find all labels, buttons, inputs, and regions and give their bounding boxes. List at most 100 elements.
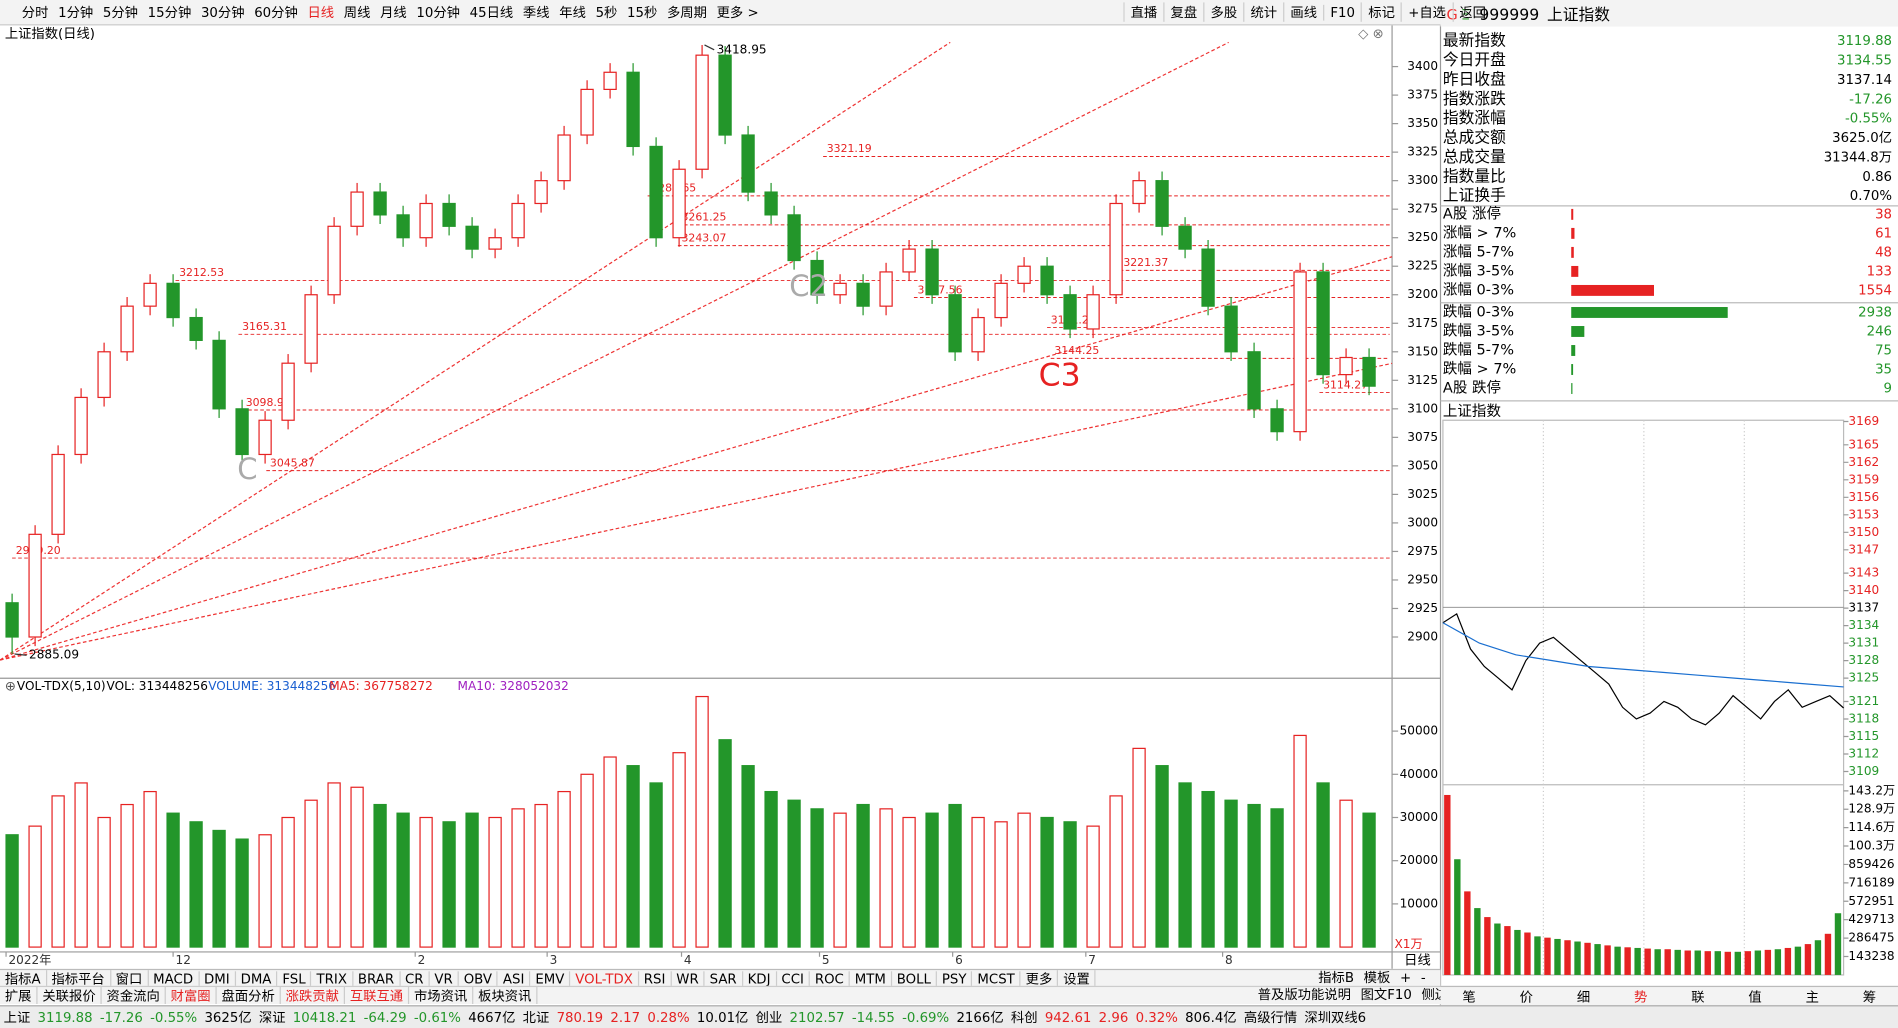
indicator-tab[interactable]: MTM [850,970,892,987]
window-icons[interactable]: ◇ ⊗ [1358,27,1384,42]
extension-tab[interactable]: 互联互通 [345,987,410,1005]
indicator-tab[interactable]: WR [671,970,705,987]
period-tab[interactable]: 季线 [522,4,550,21]
indicator-tab[interactable]: RSI [639,970,672,987]
y-tick-label: 3162 [1848,455,1879,469]
indicator-tab[interactable]: VR [430,970,459,987]
period-tab[interactable]: 10分钟 [416,4,460,21]
indicator-tab[interactable]: DMA [236,970,278,987]
extension-tab[interactable]: 涨跌贡献 [281,987,345,1005]
extension-tab[interactable]: 扩展 [0,987,38,1005]
period-tab[interactable]: 15分钟 [147,4,192,21]
extension-tab[interactable]: 市场资讯 [409,987,474,1005]
panel-tab[interactable]: 笔 [1462,989,1476,1006]
breadth-label: 涨幅 5-7% [1443,243,1514,260]
intraday-volume-bar [1764,949,1772,975]
candle-body [97,351,111,399]
y-tick-label: 3000 [1407,515,1438,529]
status-item[interactable]: 高级行情 [1243,1010,1298,1026]
extension-tab[interactable]: 关联报价 [38,987,102,1005]
period-tab[interactable]: 30分钟 [200,4,245,21]
y-tick-label: 3200 [1407,287,1438,301]
indicator-tab[interactable]: + [1400,969,1412,986]
period-tab[interactable]: 1分钟 [58,4,94,21]
indicator-tab[interactable]: MCST [973,970,1021,987]
candle-body [488,237,502,250]
x-tick-label: 7 [1088,953,1096,967]
panel-tab[interactable]: 价 [1519,989,1533,1006]
tool-button[interactable]: 画线 [1283,2,1323,22]
indicator-tab[interactable]: 更多 [1021,970,1059,988]
intraday-volume-bar [1444,794,1451,975]
indicator-tab[interactable]: FSL [277,970,312,987]
tool-button[interactable]: 标记 [1360,2,1401,22]
quote-label: 上证换手 [1443,186,1506,205]
extension-tab[interactable]: 普及版功能说明 [1257,987,1351,1003]
indicator-tab[interactable]: BOLL [892,970,938,987]
period-tab[interactable]: 60分钟 [254,4,298,21]
indicator-tab[interactable]: 窗口 [111,970,149,988]
tool-button[interactable]: 复盘 [1163,2,1203,22]
panel-tab[interactable]: 筹 [1862,989,1877,1006]
extension-tab[interactable]: 财富圈 [166,987,217,1005]
index-value: -0.61% [413,1009,461,1026]
extension-tab[interactable]: 图文F10 [1360,987,1412,1003]
tool-button[interactable]: 直播 [1123,2,1163,22]
indicator-tab[interactable]: VOL-TDX [570,970,639,987]
trend-lines [0,41,1393,661]
extension-tab[interactable]: 盘面分析 [217,987,281,1005]
period-tab[interactable]: 分时 [21,4,49,21]
indicator-tab[interactable]: MACD [148,970,200,987]
volume-bar [764,790,778,948]
indicator-tab[interactable]: 模板 [1363,970,1391,986]
indicator-tab[interactable]: OBV [459,970,499,987]
indicator-tab[interactable]: SAR [705,970,743,987]
period-tab[interactable]: 月线 [380,4,407,21]
indicator-tab[interactable]: ASI [498,970,531,987]
panel-tab[interactable]: 势 [1634,989,1648,1006]
period-tab[interactable]: 5秒 [595,4,618,21]
indicator-tab[interactable]: - [1420,969,1426,986]
panel-tab[interactable]: 主 [1805,989,1819,1006]
period-tab[interactable]: 周线 [343,4,371,21]
indicator-tab[interactable]: DMI [199,970,236,987]
period-tab[interactable]: 日线 [307,4,335,21]
panel-tab[interactable]: 值 [1748,989,1762,1006]
candle-body [672,168,686,239]
indicator-tab[interactable]: TRIX [312,970,354,987]
extension-tab[interactable]: 资金流向 [102,987,166,1005]
extension-tab[interactable]: 板块资讯 [473,987,538,1005]
index-value: -17.26 [99,1009,143,1026]
panel-tab[interactable]: 联 [1691,989,1705,1006]
indicator-tab[interactable]: CR [400,970,430,987]
indicator-tab[interactable]: BRAR [353,970,401,987]
indicator-tab[interactable]: EMV [530,970,571,987]
period-tab[interactable]: 更多 > [716,4,759,21]
indicator-tab[interactable]: 指标平台 [47,970,111,988]
panel-tab[interactable]: 细 [1576,989,1591,1006]
quote-value: 3134.55 [1837,54,1892,69]
indicator-tab[interactable]: 设置 [1058,970,1096,988]
indicator-tab[interactable]: ROC [810,970,850,987]
indicator-tab[interactable]: KDJ [743,970,777,987]
period-tab[interactable]: 45日线 [469,4,514,21]
indicator-tab[interactable]: CCI [777,970,810,987]
period-tab[interactable]: 年线 [559,4,586,21]
status-item[interactable]: 深圳双线6 [1304,1010,1367,1026]
indicator-tab[interactable]: PSY [937,970,973,987]
tool-button[interactable]: F10 [1323,4,1361,20]
period-tab[interactable]: 5分钟 [102,4,138,21]
indicator-tab[interactable]: 指标B [1318,970,1355,986]
period-tab[interactable]: 多周期 [666,4,707,21]
y-tick-label: 3375 [1407,88,1438,102]
tool-button[interactable]: 返回 [1452,2,1492,22]
indicator-tab[interactable]: 指标A [0,970,47,988]
tool-button[interactable]: 多股 [1203,2,1243,22]
candle-body [304,294,318,364]
period-tab[interactable]: 15秒 [627,4,658,21]
tool-button[interactable]: 统计 [1243,2,1283,22]
intraday-volume-bar [1584,942,1591,975]
quote-flag: Ξ [1461,8,1470,24]
tool-button[interactable]: +自选 [1400,2,1452,22]
extension-tabs: 扩展 关联报价 资金流向 财富圈 盘面分析 涨跌贡献 互联互通 市场资讯 板块资讯 [0,985,1441,1005]
